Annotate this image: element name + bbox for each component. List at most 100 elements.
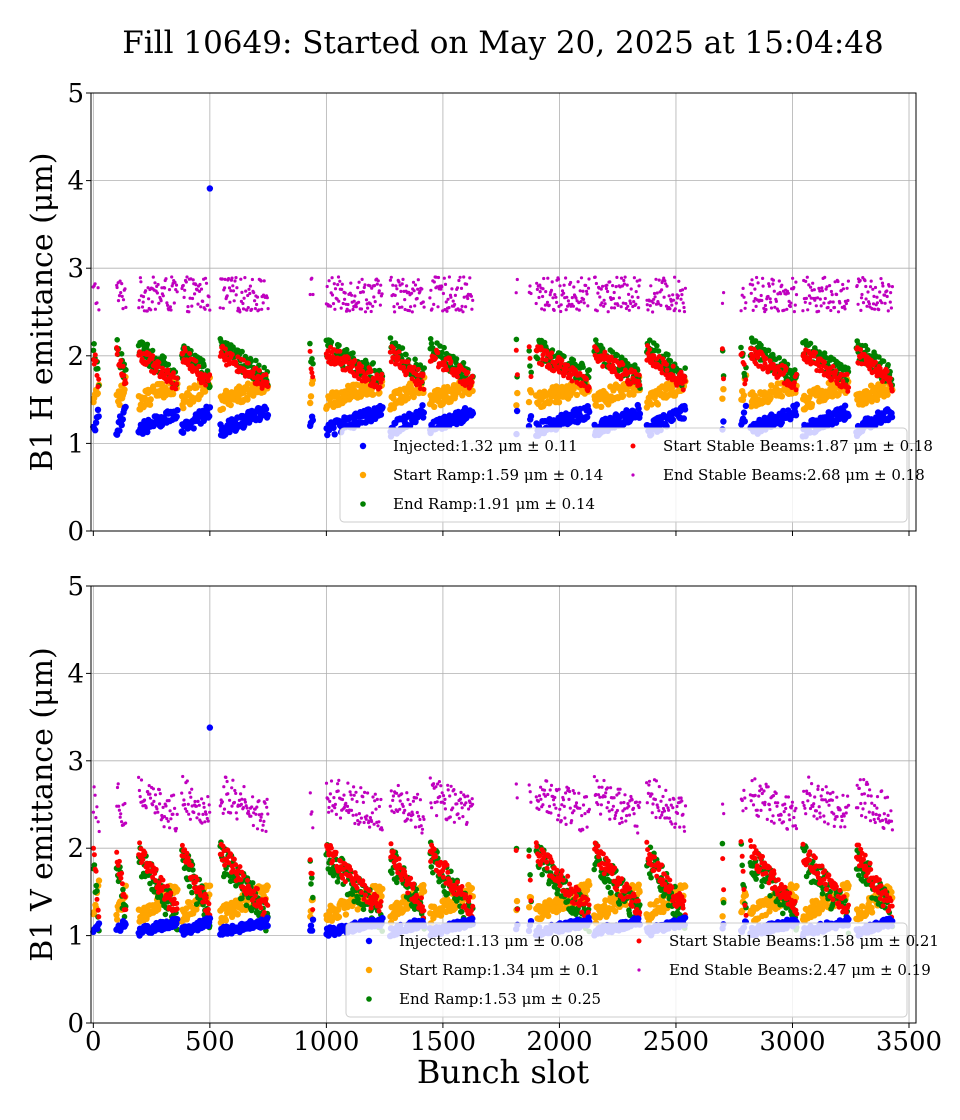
data-point: [420, 831, 424, 835]
data-point: [606, 289, 610, 294]
data-point: [432, 280, 436, 284]
data-point: [537, 807, 541, 812]
data-point: [264, 411, 272, 419]
data-point: [121, 386, 128, 393]
data-point: [359, 363, 365, 369]
data-point: [115, 285, 119, 290]
data-point: [562, 291, 566, 295]
data-point: [388, 804, 392, 808]
data-point: [680, 799, 684, 803]
data-point: [119, 291, 123, 295]
data-point: [265, 797, 269, 802]
data-point: [564, 791, 568, 795]
data-point: [792, 310, 797, 314]
data-point: [201, 363, 207, 369]
data-point: [352, 785, 356, 789]
data-point: [761, 276, 765, 280]
data-point: [629, 287, 633, 291]
data-point: [528, 389, 535, 396]
data-point: [813, 795, 817, 799]
data-point: [681, 406, 689, 413]
data-point: [120, 282, 124, 286]
data-point: [169, 390, 177, 398]
data-point: [379, 376, 385, 382]
data-point: [92, 352, 98, 358]
data-point: [662, 276, 666, 280]
data-point: [428, 340, 435, 347]
data-point: [566, 786, 571, 791]
data-point: [890, 285, 895, 289]
data-point: [179, 351, 185, 357]
data-point: [821, 350, 828, 356]
data-point: [817, 309, 821, 313]
data-point: [411, 799, 415, 803]
data-point: [665, 284, 669, 288]
data-point: [741, 286, 745, 290]
data-point: [353, 821, 357, 826]
data-point: [570, 819, 574, 823]
data-point: [182, 798, 186, 802]
data-point: [253, 307, 257, 311]
data-point: [678, 825, 682, 829]
data-point: [575, 307, 579, 311]
data-point: [754, 304, 758, 308]
data-point: [637, 284, 641, 288]
data-point: [186, 385, 193, 392]
data-point: [871, 812, 875, 816]
data-point: [526, 344, 532, 350]
data-point: [513, 347, 519, 353]
data-point: [202, 805, 206, 809]
data-point: [560, 289, 565, 293]
data-point: [880, 358, 887, 365]
data-point: [206, 795, 210, 799]
data-point: [93, 282, 97, 286]
data-point: [600, 785, 604, 789]
data-point: [543, 357, 549, 363]
data-point: [875, 295, 879, 299]
data-point: [137, 298, 141, 302]
data-point: [355, 800, 359, 804]
data-point: [680, 293, 684, 297]
data-point: [265, 384, 271, 390]
data-point: [828, 284, 832, 288]
data-point: [719, 395, 726, 402]
data-point: [554, 806, 558, 810]
data-point: [551, 296, 555, 300]
data-point: [825, 791, 830, 795]
data-point: [568, 806, 572, 810]
data-point: [161, 805, 165, 810]
data-point: [808, 301, 812, 305]
data-point: [368, 825, 372, 829]
data-point: [515, 277, 519, 282]
data-point: [617, 791, 621, 795]
data-point: [201, 812, 205, 817]
data-point: [93, 358, 99, 364]
data-point: [886, 813, 890, 818]
data-point: [335, 913, 343, 921]
data-point: [371, 304, 375, 308]
data-point: [351, 813, 355, 817]
data-point: [541, 339, 548, 346]
data-point: [654, 343, 660, 349]
y-tick-label: 1: [67, 429, 84, 459]
data-point: [173, 806, 177, 811]
data-point: [673, 275, 677, 279]
data-point: [771, 278, 776, 282]
data-point: [94, 373, 100, 378]
data-point: [529, 291, 533, 296]
data-point: [459, 308, 463, 312]
data-point: [155, 291, 159, 295]
data-point: [873, 803, 877, 808]
data-point: [769, 819, 774, 823]
data-point: [774, 299, 779, 303]
data-point: [860, 292, 864, 297]
data-point: [646, 308, 650, 312]
data-point: [234, 276, 238, 280]
data-point: [230, 804, 234, 808]
data-point: [91, 810, 95, 814]
data-point: [410, 310, 414, 314]
data-point: [379, 371, 385, 377]
data-point: [232, 299, 236, 303]
data-point: [874, 812, 878, 817]
data-point: [581, 297, 586, 301]
